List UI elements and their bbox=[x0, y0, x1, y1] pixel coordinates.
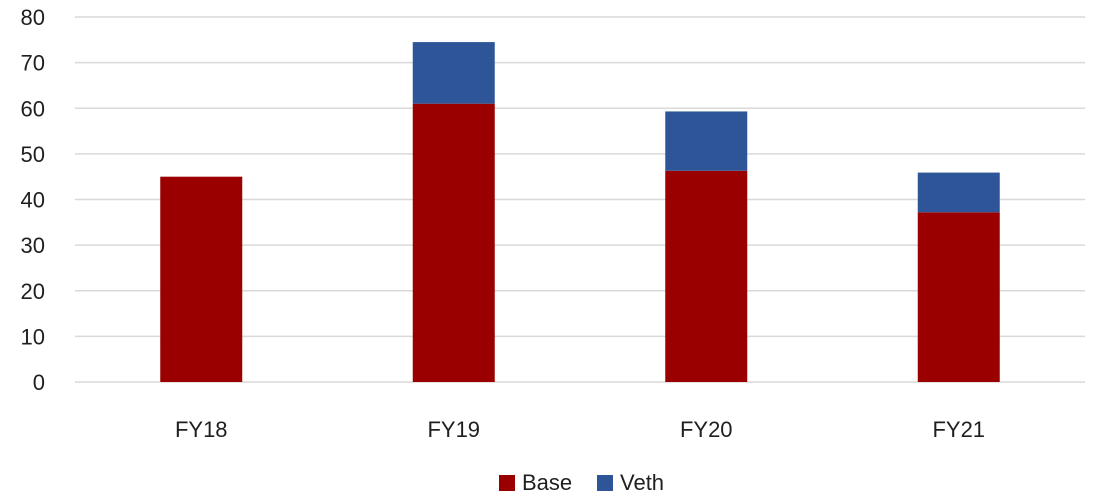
y-tick-label: 20 bbox=[21, 279, 45, 304]
bar-base-fy20 bbox=[665, 170, 748, 382]
y-tick-label: 80 bbox=[21, 5, 45, 30]
gridlines bbox=[75, 16, 1085, 383]
x-tick-label: FY20 bbox=[680, 417, 733, 442]
legend-label-veth: Veth bbox=[620, 470, 664, 495]
y-tick-label: 70 bbox=[21, 51, 45, 76]
y-tick-label: 50 bbox=[21, 142, 45, 167]
y-tick-label: 60 bbox=[21, 96, 45, 121]
x-tick-label: FY19 bbox=[427, 417, 480, 442]
x-tick-label: FY21 bbox=[932, 417, 985, 442]
legend: Base Veth bbox=[499, 470, 664, 495]
bar-base-fy21 bbox=[917, 212, 1000, 382]
legend-swatch-veth bbox=[597, 475, 613, 491]
y-tick-label: 0 bbox=[33, 370, 45, 395]
bar-veth-fy20 bbox=[665, 111, 748, 171]
bar-base-fy18 bbox=[160, 176, 243, 382]
x-tick-label: FY18 bbox=[175, 417, 228, 442]
bar-veth-fy19 bbox=[412, 42, 495, 104]
legend-swatch-base bbox=[499, 475, 515, 491]
bars bbox=[160, 42, 1000, 382]
bar-veth-fy21 bbox=[917, 172, 1000, 213]
y-axis-tick-labels: 0 10 20 30 40 50 60 70 80 bbox=[21, 5, 45, 395]
y-tick-label: 30 bbox=[21, 233, 45, 258]
x-axis-tick-labels: FY18 FY19 FY20 FY21 bbox=[175, 417, 985, 442]
y-tick-label: 40 bbox=[21, 188, 45, 213]
legend-label-base: Base bbox=[522, 470, 572, 495]
y-tick-label: 10 bbox=[21, 324, 45, 349]
bar-base-fy19 bbox=[412, 103, 495, 382]
